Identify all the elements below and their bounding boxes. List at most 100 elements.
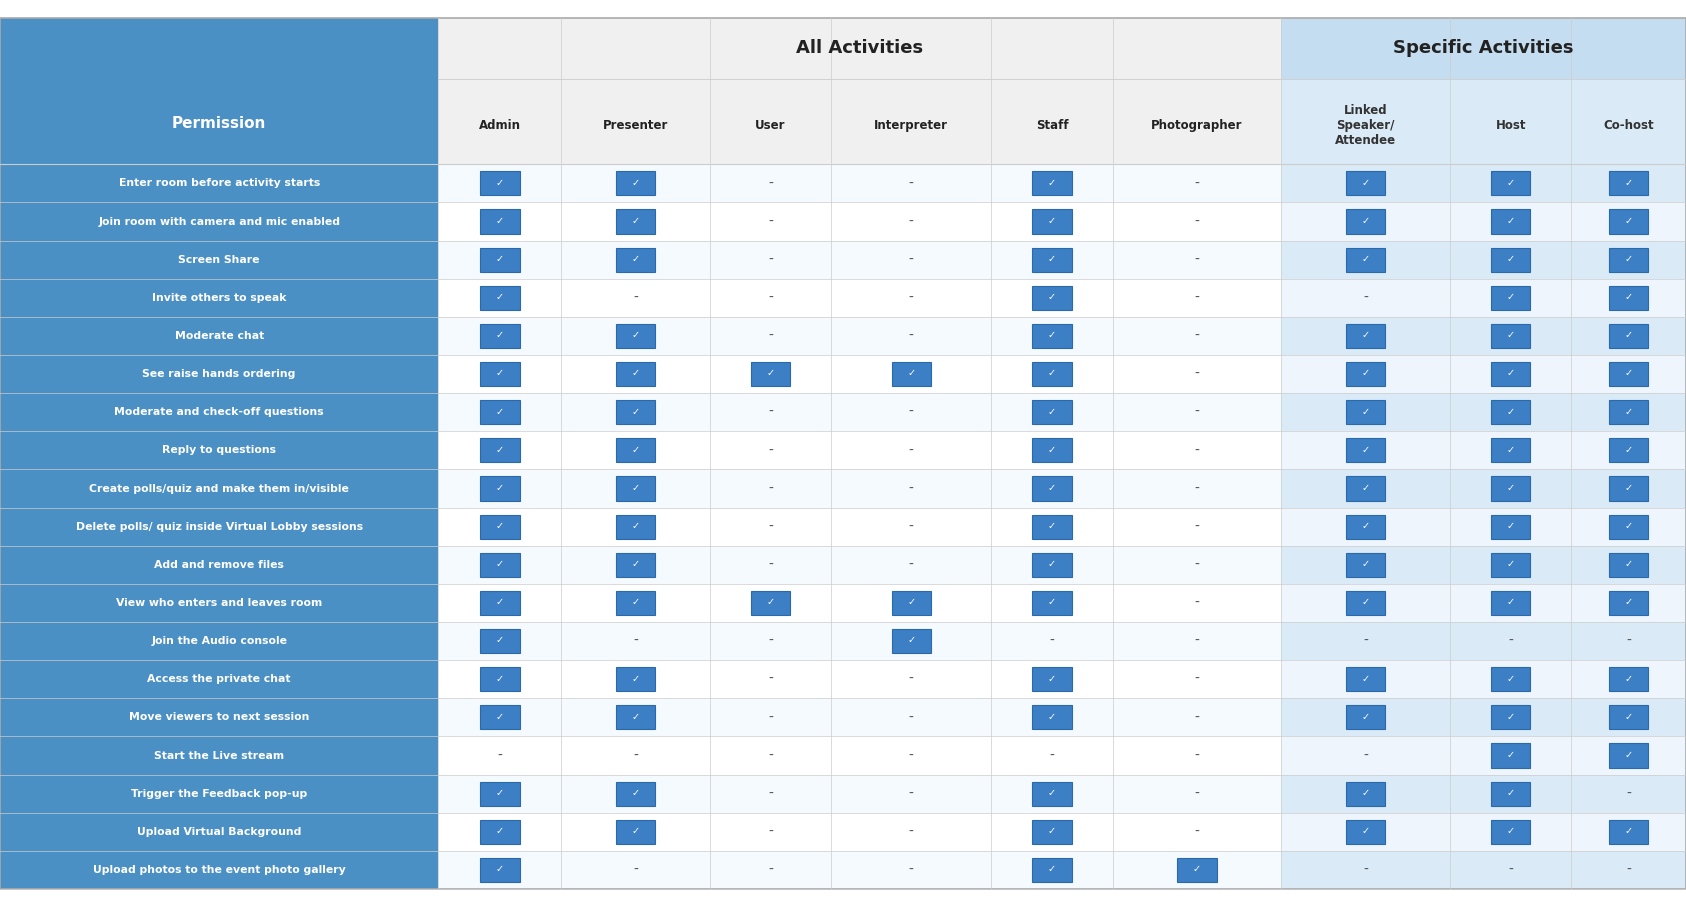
Bar [481, 209, 519, 233]
Bar [1490, 401, 1531, 425]
Text: -: - [1195, 444, 1199, 457]
Bar [1450, 813, 1571, 851]
Bar [438, 699, 561, 736]
Text: ✓: ✓ [496, 368, 504, 378]
Bar [1450, 660, 1571, 699]
Bar [561, 202, 710, 241]
Bar [561, 355, 710, 393]
Bar [1608, 667, 1649, 691]
Text: ✓: ✓ [1507, 216, 1514, 225]
Text: Linked
Speaker/
Attendee: Linked Speaker/ Attendee [1335, 104, 1396, 147]
Bar [1032, 401, 1072, 425]
Bar [561, 317, 710, 355]
Bar [0, 584, 438, 622]
Bar [1032, 667, 1072, 691]
Text: -: - [1195, 824, 1199, 839]
Bar [438, 278, 561, 317]
Bar [1113, 355, 1281, 393]
Text: ✓: ✓ [1049, 711, 1055, 722]
Bar [615, 591, 656, 615]
Bar [1450, 317, 1571, 355]
Text: ✓: ✓ [632, 788, 639, 798]
Text: Admin: Admin [479, 119, 521, 132]
Bar [831, 546, 991, 584]
Text: -: - [769, 520, 772, 533]
Text: ✓: ✓ [1362, 445, 1369, 454]
Text: Moderate chat: Moderate chat [175, 331, 263, 341]
Bar [831, 393, 991, 431]
Text: ✓: ✓ [496, 711, 504, 722]
Bar [481, 324, 519, 348]
Bar [1571, 546, 1686, 584]
Bar [1608, 438, 1649, 462]
Text: ✓: ✓ [496, 445, 504, 454]
Text: ✓: ✓ [632, 559, 639, 569]
Text: ✓: ✓ [1362, 559, 1369, 569]
Text: ✓: ✓ [496, 864, 504, 875]
Bar [1113, 202, 1281, 241]
Bar [438, 736, 561, 775]
Bar [1490, 515, 1531, 539]
Bar [1571, 699, 1686, 736]
Text: ✓: ✓ [1049, 674, 1055, 683]
Text: -: - [909, 520, 914, 533]
Bar [1177, 858, 1217, 882]
Text: -: - [1195, 176, 1199, 190]
Text: ✓: ✓ [632, 330, 639, 340]
Text: ✓: ✓ [1362, 597, 1369, 607]
Text: -: - [1195, 329, 1199, 343]
Text: -: - [1627, 863, 1630, 877]
Bar [710, 278, 831, 317]
Bar [1571, 164, 1686, 202]
Text: Interpreter: Interpreter [875, 119, 948, 132]
Bar [710, 355, 831, 393]
Bar [1032, 209, 1072, 233]
Bar [710, 507, 831, 546]
Text: ✓: ✓ [1049, 864, 1055, 875]
Bar [0, 202, 438, 241]
Bar [615, 438, 656, 462]
Text: -: - [769, 787, 772, 801]
Bar [892, 591, 931, 615]
Bar [615, 209, 656, 233]
Bar [710, 699, 831, 736]
Bar [1490, 781, 1531, 806]
Bar [1608, 286, 1649, 310]
Text: -: - [909, 215, 914, 229]
Bar [481, 401, 519, 425]
Bar [0, 18, 438, 164]
Bar [991, 79, 1113, 164]
Text: ✓: ✓ [767, 368, 774, 378]
Text: ✓: ✓ [1362, 330, 1369, 340]
Bar [1571, 317, 1686, 355]
Bar [1113, 79, 1281, 164]
Text: ✓: ✓ [496, 597, 504, 607]
Bar [0, 355, 438, 393]
Bar [1608, 362, 1649, 386]
Text: ✓: ✓ [1362, 483, 1369, 493]
Text: -: - [1195, 520, 1199, 533]
Text: ✓: ✓ [1625, 330, 1632, 340]
Text: -: - [1627, 787, 1630, 801]
Text: ✓: ✓ [1049, 788, 1055, 798]
Bar [1450, 431, 1571, 470]
Text: ✓: ✓ [632, 483, 639, 493]
Text: ✓: ✓ [632, 521, 639, 531]
Text: Reply to questions: Reply to questions [162, 445, 277, 455]
Bar [1571, 736, 1686, 775]
Bar [1450, 470, 1571, 507]
Bar [831, 660, 991, 699]
Bar [1450, 736, 1571, 775]
Bar [831, 241, 991, 278]
Bar [0, 317, 438, 355]
Bar [1345, 209, 1386, 233]
Text: -: - [1050, 634, 1054, 648]
Bar [561, 470, 710, 507]
Text: ✓: ✓ [907, 636, 915, 646]
Text: ✓: ✓ [496, 330, 504, 340]
Bar [561, 241, 710, 278]
Bar [1345, 705, 1386, 729]
Text: ✓: ✓ [1625, 483, 1632, 493]
Text: -: - [1195, 673, 1199, 686]
Bar [1345, 172, 1386, 196]
